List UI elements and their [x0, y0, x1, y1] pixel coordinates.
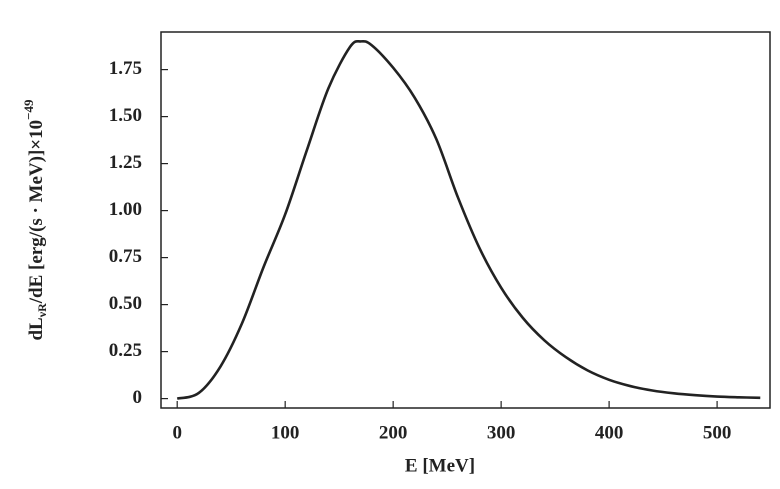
y-tick-label: 1.50	[109, 105, 142, 126]
x-tick-label: 100	[271, 422, 300, 443]
y-title-rest: /dE [erg/(s · MeV)]×10	[26, 120, 47, 304]
y-title-sup: −49	[21, 99, 36, 120]
x-axis-title: E [MeV]	[405, 455, 475, 476]
y-tick-label: 1.75	[109, 58, 142, 79]
y-tick-label: 1.00	[109, 199, 142, 220]
x-tick-label: 0	[172, 422, 182, 443]
x-tick-label: 400	[595, 422, 624, 443]
data-line	[176, 39, 761, 400]
y-tick-label: 0	[133, 387, 143, 408]
y-tick-label: 0.50	[109, 293, 142, 314]
y-title-main: dL	[26, 317, 47, 340]
x-tick-label: 200	[379, 422, 408, 443]
y-title-sub: νR	[35, 303, 49, 318]
y-tick-label: 0.75	[109, 246, 142, 267]
y-tick-label: 0.25	[109, 340, 142, 361]
x-tick-label: 300	[487, 422, 516, 443]
y-axis-title: dLνR/dE [erg/(s · MeV)]×10−49	[21, 99, 49, 341]
y-tick-label: 1.25	[109, 152, 142, 173]
x-tick-label: 500	[703, 422, 732, 443]
plot-frame	[160, 31, 771, 409]
